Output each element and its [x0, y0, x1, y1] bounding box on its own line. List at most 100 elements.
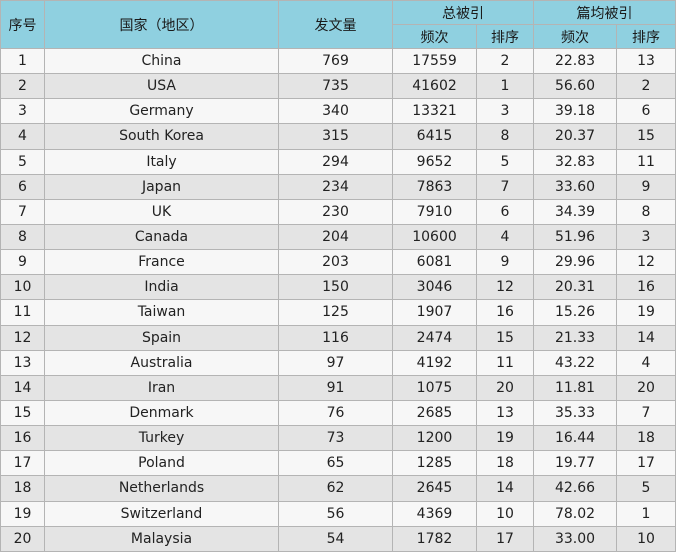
cell-total-citations: 4369 — [392, 500, 477, 527]
cell-avg-citations: 20.37 — [533, 123, 617, 150]
cell-country: Poland — [44, 450, 279, 477]
cell-country: China — [44, 47, 279, 75]
cell-total-rank: 8 — [476, 123, 534, 150]
cell-country: India — [44, 274, 279, 301]
header-total-citations: 总被引 — [392, 0, 534, 25]
cell-no: 7 — [0, 198, 45, 225]
cell-total-citations: 1075 — [392, 374, 477, 401]
cell-avg-citations: 42.66 — [533, 475, 617, 502]
cell-total-citations: 13321 — [392, 98, 477, 125]
cell-no: 4 — [0, 123, 45, 150]
cell-avg-rank: 2 — [616, 73, 676, 100]
cell-country: France — [44, 249, 279, 276]
cell-country: Canada — [44, 223, 279, 251]
cell-country: Spain — [44, 324, 279, 351]
cell-total-citations: 4192 — [392, 349, 477, 376]
cell-total-citations: 6415 — [392, 123, 477, 150]
cell-papers: 116 — [278, 324, 393, 351]
cell-total-citations: 1200 — [392, 425, 477, 452]
cell-total-citations: 7910 — [392, 198, 477, 225]
cell-no: 1 — [0, 47, 45, 75]
cell-avg-citations: 16.44 — [533, 425, 617, 452]
cell-total-citations: 2645 — [392, 475, 477, 502]
cell-avg-rank: 7 — [616, 399, 676, 427]
cell-no: 3 — [0, 98, 45, 125]
cell-avg-rank: 13 — [616, 47, 676, 75]
table-row: 2 USA 735 41602 1 56.60 2 — [0, 73, 676, 100]
cell-total-rank: 14 — [476, 475, 534, 502]
header-avg-freq: 频次 — [533, 24, 617, 49]
cell-country: Japan — [44, 173, 279, 200]
cell-country: Turkey — [44, 425, 279, 452]
cell-papers: 62 — [278, 475, 393, 502]
cell-papers: 315 — [278, 123, 393, 150]
cell-no: 16 — [0, 425, 45, 452]
cell-total-rank: 4 — [476, 223, 534, 251]
cell-total-rank: 1 — [476, 73, 534, 100]
cell-avg-rank: 9 — [616, 173, 676, 200]
cell-no: 19 — [0, 500, 45, 527]
table-row: 9 France 203 6081 9 29.96 12 — [0, 249, 676, 276]
cell-country: Italy — [44, 148, 279, 175]
cell-total-citations: 1782 — [392, 525, 477, 552]
cell-avg-citations: 33.60 — [533, 173, 617, 200]
cell-total-rank: 10 — [476, 500, 534, 527]
header-total-freq: 频次 — [392, 24, 477, 49]
cell-papers: 150 — [278, 274, 393, 301]
header-country: 国家（地区） — [44, 0, 279, 49]
cell-avg-citations: 29.96 — [533, 249, 617, 276]
cell-total-rank: 11 — [476, 349, 534, 376]
cell-avg-rank: 5 — [616, 475, 676, 502]
cell-total-rank: 9 — [476, 249, 534, 276]
cell-avg-rank: 17 — [616, 450, 676, 477]
cell-country: Australia — [44, 349, 279, 376]
cell-total-rank: 3 — [476, 98, 534, 125]
cell-avg-citations: 21.33 — [533, 324, 617, 351]
cell-avg-rank: 11 — [616, 148, 676, 175]
cell-avg-rank: 12 — [616, 249, 676, 276]
cell-country: Netherlands — [44, 475, 279, 502]
cell-no: 5 — [0, 148, 45, 175]
table-row: 15 Denmark 76 2685 13 35.33 7 — [0, 399, 676, 427]
cell-papers: 203 — [278, 249, 393, 276]
table-row: 7 UK 230 7910 6 34.39 8 — [0, 198, 676, 225]
cell-avg-citations: 78.02 — [533, 500, 617, 527]
table-row: 6 Japan 234 7863 7 33.60 9 — [0, 173, 676, 200]
cell-papers: 91 — [278, 374, 393, 401]
cell-country: Taiwan — [44, 299, 279, 326]
header-total-rank: 排序 — [476, 24, 534, 49]
cell-avg-rank: 1 — [616, 500, 676, 527]
cell-papers: 76 — [278, 399, 393, 427]
cell-total-citations: 2685 — [392, 399, 477, 427]
cell-country: Switzerland — [44, 500, 279, 527]
cell-avg-rank: 20 — [616, 374, 676, 401]
cell-total-citations: 1285 — [392, 450, 477, 477]
table-row: 14 Iran 91 1075 20 11.81 20 — [0, 374, 676, 401]
cell-avg-citations: 22.83 — [533, 47, 617, 75]
cell-papers: 125 — [278, 299, 393, 326]
cell-total-rank: 17 — [476, 525, 534, 552]
header-no: 序号 — [0, 0, 45, 49]
table-row: 19 Switzerland 56 4369 10 78.02 1 — [0, 500, 676, 527]
cell-papers: 56 — [278, 500, 393, 527]
cell-total-citations: 10600 — [392, 223, 477, 251]
cell-total-citations: 17559 — [392, 47, 477, 75]
cell-country: Germany — [44, 98, 279, 125]
cell-no: 20 — [0, 525, 45, 552]
cell-papers: 769 — [278, 47, 393, 75]
cell-country: Denmark — [44, 399, 279, 427]
cell-total-rank: 19 — [476, 425, 534, 452]
cell-avg-citations: 34.39 — [533, 198, 617, 225]
cell-avg-rank: 15 — [616, 123, 676, 150]
cell-avg-citations: 19.77 — [533, 450, 617, 477]
cell-papers: 294 — [278, 148, 393, 175]
cell-country: South Korea — [44, 123, 279, 150]
cell-papers: 54 — [278, 525, 393, 552]
cell-country: UK — [44, 198, 279, 225]
table-row: 12 Spain 116 2474 15 21.33 14 — [0, 324, 676, 351]
cell-avg-rank: 18 — [616, 425, 676, 452]
cell-country: Iran — [44, 374, 279, 401]
cell-total-rank: 16 — [476, 299, 534, 326]
cell-avg-citations: 39.18 — [533, 98, 617, 125]
